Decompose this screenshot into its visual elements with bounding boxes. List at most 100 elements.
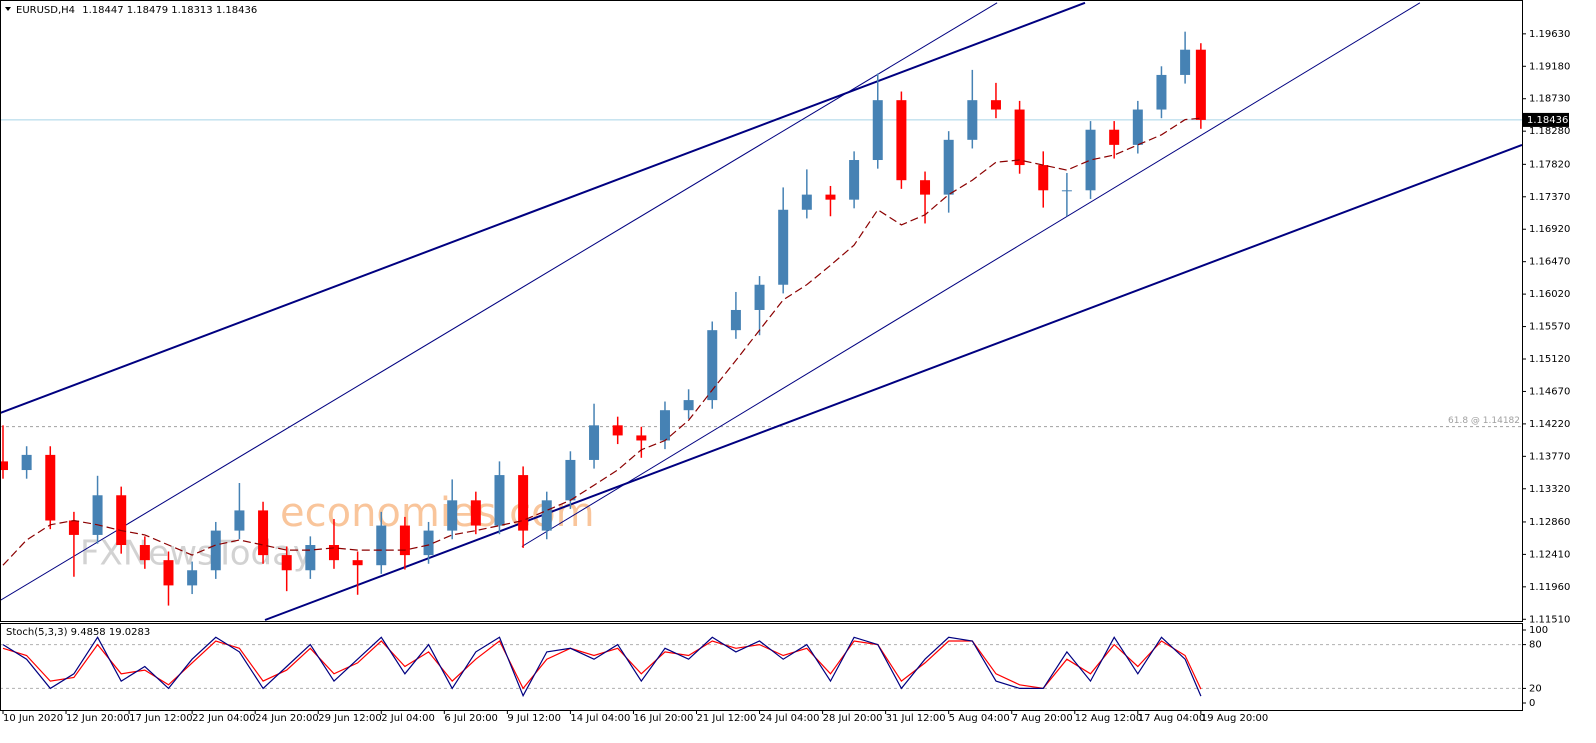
y-tick-label: 1.12410 — [1529, 549, 1570, 560]
candle-body — [447, 500, 458, 531]
candle-body — [707, 330, 718, 401]
x-tick-label: 6 Jul 20:00 — [444, 713, 498, 724]
candle-body — [754, 284, 765, 310]
price-box — [1523, 112, 1569, 127]
fib-label: 61.8 @ 1.14182 — [1448, 416, 1520, 426]
candle-body — [399, 525, 410, 556]
moving-average — [2, 117, 1201, 566]
x-tick-label: 17 Jun 12:00 — [129, 713, 193, 724]
y-tick-label: 1.12860 — [1529, 517, 1570, 528]
stoch-tick-label: 80 — [1529, 640, 1542, 651]
candle-body — [21, 454, 32, 471]
candle-body — [139, 545, 150, 561]
y-tick-label: 1.14670 — [1529, 386, 1570, 397]
candle-body — [872, 100, 883, 161]
candle-body — [943, 139, 954, 195]
x-tick-label: 28 Jul 20:00 — [823, 713, 883, 724]
candle-body — [612, 425, 623, 436]
candle-body — [1195, 49, 1206, 120]
y-tick-label: 1.18730 — [1529, 94, 1570, 105]
y-tick-label: 1.14220 — [1529, 419, 1570, 430]
stoch-line — [2, 636, 1202, 698]
candle-body — [1061, 190, 1072, 192]
y-tick-label: 1.17820 — [1529, 159, 1570, 170]
x-tick-label: 21 Jul 12:00 — [696, 713, 756, 724]
y-tick-label: 1.13770 — [1529, 451, 1570, 462]
stoch-panel — [0, 623, 1523, 711]
candle-body — [281, 555, 292, 571]
price-label: 1.18436 — [1527, 115, 1568, 126]
trendline — [521, 2, 1421, 547]
x-tick-label: 22 Jun 04:00 — [192, 713, 256, 724]
stoch-main: 9.4858 — [71, 627, 106, 638]
x-tick-label: 9 Jul 12:00 — [507, 713, 561, 724]
candle-body — [45, 454, 56, 521]
candle-body — [1180, 49, 1191, 75]
candle-body — [967, 100, 978, 140]
candle-body — [565, 459, 576, 501]
y-tick-label: 1.16020 — [1529, 289, 1570, 300]
x-tick-label: 2 Jul 04:00 — [381, 713, 435, 724]
x-tick-label: 19 Aug 20:00 — [1201, 713, 1268, 724]
candle-body — [187, 570, 198, 586]
stoch-tick-label: 0 — [1529, 698, 1535, 709]
y-tick-label: 1.18280 — [1529, 126, 1570, 137]
y-tick-label: 1.11510 — [1529, 614, 1570, 625]
candle-body — [163, 560, 174, 586]
x-tick-label: 12 Jun 20:00 — [66, 713, 130, 724]
y-tick-label: 1.16920 — [1529, 224, 1570, 235]
candle-body — [305, 545, 316, 571]
candle-body — [1156, 74, 1167, 110]
y-tick-label: 1.15570 — [1529, 322, 1570, 333]
quote: 1.18479 — [127, 5, 168, 16]
y-tick-label: 1.19630 — [1529, 29, 1570, 40]
candle-body — [849, 160, 860, 200]
symbol: EURUSD,H4 — [16, 5, 75, 16]
x-tick-label: 17 Aug 04:00 — [1138, 713, 1205, 724]
candle-body — [1109, 129, 1120, 145]
trendline — [1, 2, 998, 601]
candle-body — [328, 545, 339, 561]
candle-body — [1085, 129, 1096, 191]
candle-body — [210, 530, 221, 571]
header: EURUSD,H4 1.18447 1.18479 1.18313 1.1843… — [16, 5, 257, 16]
stoch-tick-label: 20 — [1529, 683, 1542, 694]
candle-body — [470, 500, 481, 526]
candle-body — [683, 400, 694, 411]
candle-body — [920, 180, 931, 195]
x-tick-label: 29 Jun 12:00 — [318, 713, 382, 724]
candle-body — [518, 475, 529, 531]
menu-arrow — [5, 7, 11, 11]
candle-body — [636, 435, 647, 441]
stoch-signal: 19.0283 — [109, 627, 150, 638]
y-tick-label: 1.19180 — [1529, 61, 1570, 72]
candle-body — [1132, 109, 1143, 145]
candle-body — [92, 495, 103, 535]
stoch-plot — [1, 636, 1522, 698]
x-tick-label: 31 Jul 12:00 — [886, 713, 946, 724]
y-tick-label: 1.13320 — [1529, 484, 1570, 495]
y-tick-label: 1.11960 — [1529, 582, 1570, 593]
candle-body — [258, 510, 269, 556]
main-plot — [1, 1, 1522, 621]
candle-body — [896, 100, 907, 181]
y-tick-label: 1.17370 — [1529, 192, 1570, 203]
quote: 1.18436 — [216, 5, 257, 16]
x-tick-label: 5 Aug 04:00 — [949, 713, 1010, 724]
candle-body — [494, 475, 505, 526]
candle-body — [1014, 109, 1025, 166]
x-tick-label: 7 Aug 20:00 — [1012, 713, 1073, 724]
candle-body — [376, 525, 387, 566]
candle-body — [68, 520, 79, 535]
candle-body — [116, 495, 127, 546]
x-tick-label: 16 Jul 20:00 — [633, 713, 693, 724]
candle-body — [778, 209, 789, 285]
candle-body — [541, 500, 552, 531]
y-tick-label: 1.15120 — [1529, 354, 1570, 365]
candle-body — [423, 530, 434, 556]
x-tick-label: 10 Jun 2020 — [3, 713, 63, 724]
x-tick-label: 14 Jul 04:00 — [570, 713, 630, 724]
candle-body — [801, 194, 812, 210]
x-tick-label: 24 Jun 20:00 — [255, 713, 319, 724]
